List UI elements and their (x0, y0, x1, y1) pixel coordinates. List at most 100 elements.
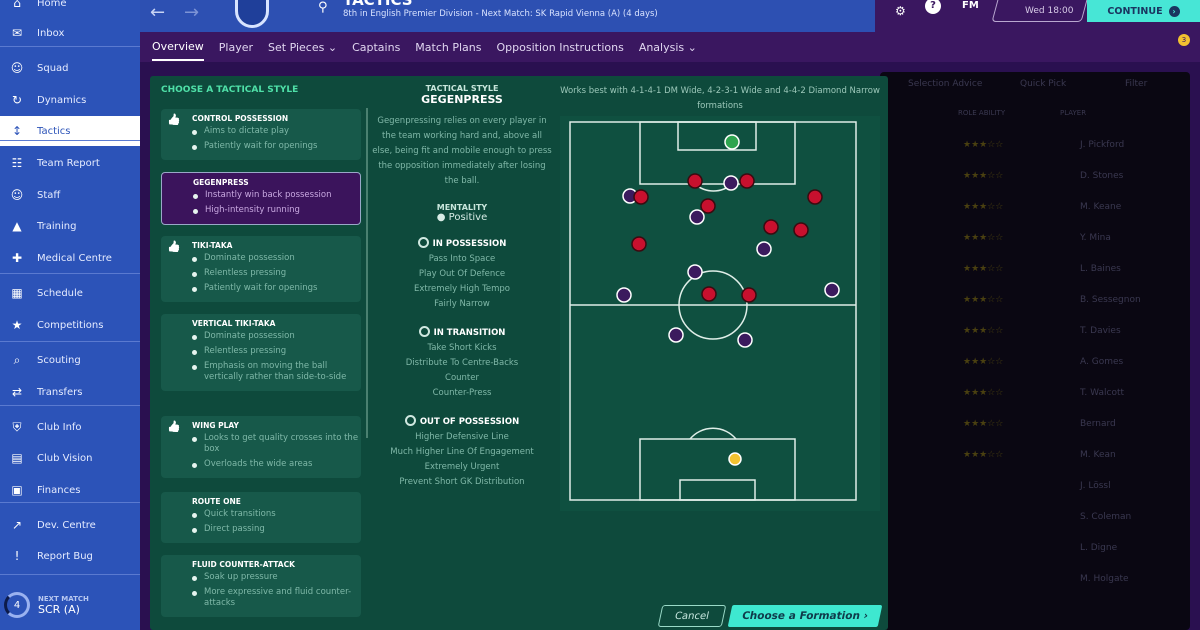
player-marker[interactable] (824, 282, 840, 298)
style-card-vertical-tiki-taka[interactable]: VERTICAL TIKI-TAKA Dominate possession Rel… (161, 314, 361, 391)
sidebar-item-dev-centre[interactable]: ↗ Dev. Centre (0, 510, 140, 540)
opponent-marker[interactable] (701, 286, 717, 302)
calendar-icon: ▦ (11, 286, 23, 300)
role-ability-stars: ★★★☆☆ (963, 202, 1004, 212)
ball-marker[interactable] (728, 452, 742, 466)
sidebar-item-club-info[interactable]: ⛨ Club Info (0, 412, 140, 442)
player-row[interactable]: ★★★☆☆ A. Gomes (880, 347, 1180, 377)
sidebar-item-home[interactable]: ⌂ Home (0, 0, 140, 18)
opponent-marker[interactable] (807, 189, 823, 205)
opponent-marker[interactable] (763, 219, 779, 235)
style-card-gegenpress[interactable]: GEGENPRESS Instantly win back possession H… (161, 172, 361, 225)
sidebar-item-competitions[interactable]: ★ Competitions (0, 310, 140, 340)
sidebar-item-team-report[interactable]: ☷ Team Report (0, 148, 140, 178)
player-row[interactable]: ★★★☆☆ M. Keane (880, 192, 1180, 222)
style-card-fluid-counter-attack[interactable]: FLUID COUNTER-ATTACK Soak up pressure More… (161, 555, 361, 617)
panel-button[interactable]: Filter (1125, 79, 1148, 89)
player-marker[interactable] (668, 327, 684, 343)
player-row[interactable]: ★★★☆☆ T. Davies (880, 316, 1180, 346)
tab-set-pieces[interactable]: Set Pieces ⌄ (268, 40, 338, 54)
sidebar-item-transfers[interactable]: ⇄ Transfers (0, 377, 140, 407)
panel-button[interactable]: Quick Pick (1020, 79, 1067, 89)
sidebar-item-club-vision[interactable]: ▤ Club Vision (0, 443, 140, 473)
column-header[interactable]: PLAYER (1060, 109, 1087, 117)
player-name: L. Baines (1080, 264, 1121, 274)
forward-icon[interactable]: → (184, 2, 200, 23)
social-icon[interactable]: ⚙ (895, 4, 906, 18)
tab-match-plans[interactable]: Match Plans (415, 40, 482, 54)
style-card-route-one[interactable]: ROUTE ONE Quick transitions Direct passing (161, 492, 361, 543)
next-match[interactable]: 4 NEXT MATCH SCR (A) (4, 592, 89, 618)
player-row[interactable]: ★★★☆☆ M. Kean (880, 440, 1180, 470)
player-marker[interactable] (616, 287, 632, 303)
player-row[interactable]: ★★★☆☆ B. Sessegnon (880, 285, 1180, 315)
goalkeeper-marker[interactable] (724, 134, 740, 150)
scrollbar[interactable] (366, 108, 368, 438)
mentality-label: MENTALITY (436, 203, 488, 212)
sidebar-item-dynamics[interactable]: ↻ Dynamics (0, 85, 140, 115)
style-bullet: Instantly win back possession (193, 190, 360, 201)
sidebar-item-finances[interactable]: ▣ Finances (0, 475, 140, 505)
player-row[interactable]: S. Coleman (880, 502, 1180, 532)
sidebar-item-inbox[interactable]: ✉ Inbox (0, 18, 140, 48)
notifications-badge[interactable]: 3 (1178, 34, 1190, 46)
style-card-control-possession[interactable]: 👍 CONTROL POSSESSION Aims to dictate play P… (161, 109, 361, 160)
back-icon[interactable]: ← (150, 2, 166, 23)
panel-button[interactable]: Selection Advice (908, 79, 983, 89)
opponent-marker[interactable] (633, 189, 649, 205)
fm-logo[interactable]: FM (962, 0, 979, 11)
player-marker[interactable] (689, 209, 705, 225)
player-row[interactable]: ★★★☆☆ T. Walcott (880, 378, 1180, 408)
trophy-icon: ★ (11, 318, 23, 332)
in-possession-title: IN POSSESSION (372, 237, 552, 249)
opponent-marker[interactable] (739, 173, 755, 189)
help-icon[interactable]: ? (925, 0, 941, 14)
sidebar-item-report-bug[interactable]: ! Report Bug (0, 541, 140, 571)
player-row[interactable]: ★★★☆☆ D. Stones (880, 161, 1180, 191)
next-match-label: NEXT MATCH (38, 594, 89, 603)
player-row[interactable]: ★★★☆☆ J. Pickford (880, 130, 1180, 160)
column-header[interactable]: ROLE ABILITY (958, 109, 1006, 117)
tab-captains[interactable]: Captains (352, 40, 401, 54)
search-icon[interactable]: ⚲ (318, 0, 328, 15)
staff-icon: ☺ (10, 188, 24, 202)
player-marker[interactable] (737, 332, 753, 348)
sidebar-item-scouting[interactable]: ⌕ Scouting (0, 345, 140, 375)
sidebar-item-schedule[interactable]: ▦ Schedule (0, 278, 140, 308)
opponent-marker[interactable] (741, 287, 757, 303)
opponent-marker[interactable] (631, 236, 647, 252)
tab-analysis[interactable]: Analysis ⌄ (638, 40, 697, 54)
role-ability-stars: ★★★☆☆ (963, 295, 1004, 305)
player-marker[interactable] (687, 264, 703, 280)
player-row[interactable]: ★★★☆☆ Y. Mina (880, 223, 1180, 253)
player-row[interactable]: J. Lössl (880, 471, 1180, 501)
sidebar-item-medical-centre[interactable]: ✚ Medical Centre (0, 243, 140, 273)
opponent-marker[interactable] (793, 222, 809, 238)
tab-player[interactable]: Player (218, 40, 254, 54)
player-row[interactable]: L. Digne (880, 533, 1180, 563)
player-marker[interactable] (756, 241, 772, 257)
tab-overview[interactable]: Overview (152, 34, 204, 61)
sidebar-item-squad[interactable]: ☺ Squad (0, 53, 140, 83)
detail-label: TACTICAL STYLE (425, 84, 499, 93)
style-card-wing-play[interactable]: 👍 WING PLAY Looks to get quality crosses i… (161, 416, 361, 478)
sidebar-item-training[interactable]: ▲ Training (0, 211, 140, 241)
player-row[interactable]: M. Holgate (880, 564, 1180, 594)
continue-button[interactable]: CONTINUE › (1087, 0, 1200, 22)
tab-opposition-instructions[interactable]: Opposition Instructions (496, 40, 624, 54)
player-row[interactable]: ★★★☆☆ Bernard (880, 409, 1180, 439)
player-row[interactable]: ★★★☆☆ L. Baines (880, 254, 1180, 284)
page-title: Tactics (343, 0, 413, 9)
player-name: B. Sessegnon (1080, 295, 1141, 305)
choose-formation-button[interactable]: Choose a Formation › (727, 605, 883, 627)
opponent-marker[interactable] (687, 173, 703, 189)
opponent-marker[interactable] (700, 198, 716, 214)
sidebar-item-tactics[interactable]: ↕ Tactics (0, 116, 140, 146)
player-marker[interactable] (723, 175, 739, 191)
style-bullet: Quick transitions (192, 509, 361, 520)
cancel-button[interactable]: Cancel (657, 605, 727, 627)
style-card-tiki-taka[interactable]: 👍 TIKI-TAKA Dominate possession Relentless … (161, 236, 361, 302)
sidebar-item-staff[interactable]: ☺ Staff (0, 180, 140, 210)
player-selection-panel: Selection Advice Quick Pick Filter ROLE ABI… (880, 72, 1190, 630)
search-icon: ⌕ (13, 352, 21, 367)
